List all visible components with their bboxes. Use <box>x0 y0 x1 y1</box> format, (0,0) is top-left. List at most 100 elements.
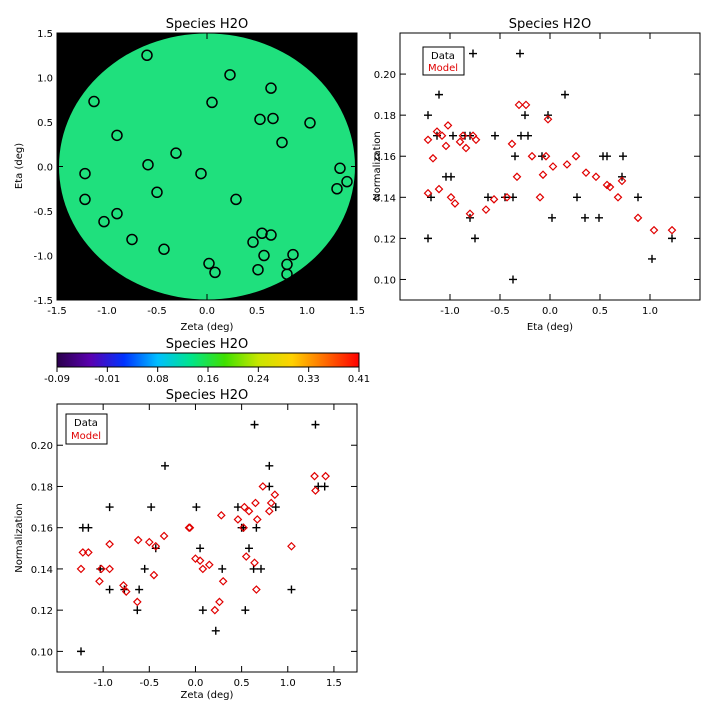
zeta-data-point <box>311 420 320 429</box>
eta-data-point <box>521 111 529 120</box>
eta-data-point <box>501 193 509 202</box>
eta-y-label: Normalization <box>372 131 383 201</box>
map-y-axis: -1.5 -1.0 -0.5 0.0 0.5 1.0 1.5 <box>33 29 357 307</box>
zeta-model-point <box>321 471 330 481</box>
map-point <box>206 96 218 109</box>
zeta-data-point <box>252 523 261 532</box>
zeta-legend: Data Model <box>65 413 108 445</box>
eta-model-point <box>605 182 615 192</box>
map-x-tick-label: 0.0 <box>199 306 215 317</box>
zeta-model-point <box>233 515 243 524</box>
eta-data-point <box>427 193 435 202</box>
eta-data-point <box>548 213 556 222</box>
eta-model-point <box>571 151 581 161</box>
zeta-model-point <box>184 523 194 533</box>
eta-data-point <box>491 131 499 140</box>
eta-model-point <box>450 199 460 208</box>
zeta-data-point <box>249 564 258 573</box>
zeta-y-tick-label: 0.16 <box>31 524 53 535</box>
zeta-y-tick-label: 0.14 <box>31 565 53 576</box>
map-point <box>265 229 277 241</box>
zeta-model-point <box>241 552 251 561</box>
map-point <box>111 207 123 220</box>
map-x-tick-label: -0.5 <box>147 306 167 317</box>
eta-y-tick-label: 0.18 <box>374 111 396 122</box>
eta-data-point <box>573 193 581 202</box>
zeta-y-tick-label: 0.20 <box>31 441 53 452</box>
eta-markers <box>423 49 677 284</box>
zeta-x-tick-label: 0.0 <box>188 678 204 689</box>
map-title: Species H2O <box>166 17 248 32</box>
map-field <box>59 33 355 300</box>
eta-data-point <box>595 213 603 222</box>
zeta-model-point <box>266 498 276 508</box>
zeta-model-point <box>310 471 319 481</box>
map-point <box>195 167 207 180</box>
eta-data-point <box>424 111 432 120</box>
eta-model-point <box>465 209 475 219</box>
eta-x-tick-label: -1.0 <box>440 306 460 317</box>
zeta-y-tick-label: 0.18 <box>31 482 53 493</box>
zeta-data-point <box>105 503 114 512</box>
map-point <box>258 249 270 262</box>
zeta-y-tick-label: 0.10 <box>31 647 53 658</box>
eta-data-point <box>484 193 492 202</box>
zeta-model-point <box>287 541 296 551</box>
eta-model-point <box>543 114 553 124</box>
eta-data-point <box>634 193 642 202</box>
eta-model-point <box>538 170 548 180</box>
zeta-model-point <box>159 531 169 541</box>
zeta-model-point <box>204 560 214 570</box>
map-point <box>151 186 163 199</box>
colorbar-tick-label: 0.16 <box>197 374 219 385</box>
zeta-model-point <box>244 506 254 516</box>
eta-model-point <box>512 172 522 182</box>
map-y-tick-label: 0.5 <box>37 118 53 129</box>
zeta-axes: -1.0 -0.5 0.0 0.5 1.0 1.5 0.10 0.12 0.14 0.16 0.18… <box>31 404 357 689</box>
eta-y-tick-label: 0.20 <box>374 70 396 81</box>
eta-x-tick-label: -0.5 <box>490 306 510 317</box>
eta-model-point <box>441 141 451 151</box>
zeta-model-point <box>215 597 224 607</box>
zeta-frame <box>56 403 358 673</box>
map-x-axis: -1.5 -1.0 -0.5 0.0 0.5 1.0 1.5 <box>47 33 365 317</box>
zeta-panel: Species H2O -1.0 -0.5 0.0 0.5 1.0 1.5 0.10 0.12… <box>14 388 358 701</box>
eta-model-point <box>541 151 551 161</box>
zeta-legend-model: Model <box>71 431 101 442</box>
eta-data-point <box>603 152 611 161</box>
eta-data-point <box>648 254 656 263</box>
zeta-data-point <box>192 503 201 512</box>
zeta-data-point <box>77 647 85 656</box>
zeta-model-point <box>95 576 104 586</box>
map-point <box>158 243 170 256</box>
zeta-model-point <box>191 554 200 563</box>
eta-model-point <box>432 127 442 136</box>
map-point <box>98 215 110 228</box>
map-y-label: Eta (deg) <box>14 143 25 189</box>
map-y-tick-label: 1.0 <box>37 74 53 85</box>
zeta-x-tick-label: 0.5 <box>234 678 250 689</box>
zeta-model-point <box>252 515 262 524</box>
zeta-model-point <box>78 548 88 557</box>
map-x-tick-label: 1.0 <box>299 306 315 317</box>
zeta-model-point <box>133 535 143 545</box>
eta-panel: Species H2O -1.0 -0.5 0.0 0.5 1.0 0.10 0.12 0.1… <box>372 17 701 333</box>
eta-legend-data: Data <box>431 51 455 62</box>
zeta-x-tick-label: -1.0 <box>93 678 113 689</box>
eta-model-point <box>423 135 433 145</box>
zeta-model-point <box>105 539 114 549</box>
eta-model-point <box>535 192 545 202</box>
eta-model-point <box>471 135 481 145</box>
eta-legend: Data Model <box>422 46 465 76</box>
map-point <box>126 233 138 246</box>
eta-model-point <box>455 137 465 147</box>
eta-data-point <box>447 172 455 181</box>
zeta-data-point <box>250 420 259 429</box>
eta-model-point <box>617 176 627 186</box>
zeta-data-point <box>161 461 169 470</box>
zeta-model-point <box>185 523 195 533</box>
eta-x-tick-label: 0.0 <box>542 306 558 317</box>
zeta-y-label: Normalization <box>14 503 25 573</box>
map-y-tick-label: -1.5 <box>33 296 53 307</box>
